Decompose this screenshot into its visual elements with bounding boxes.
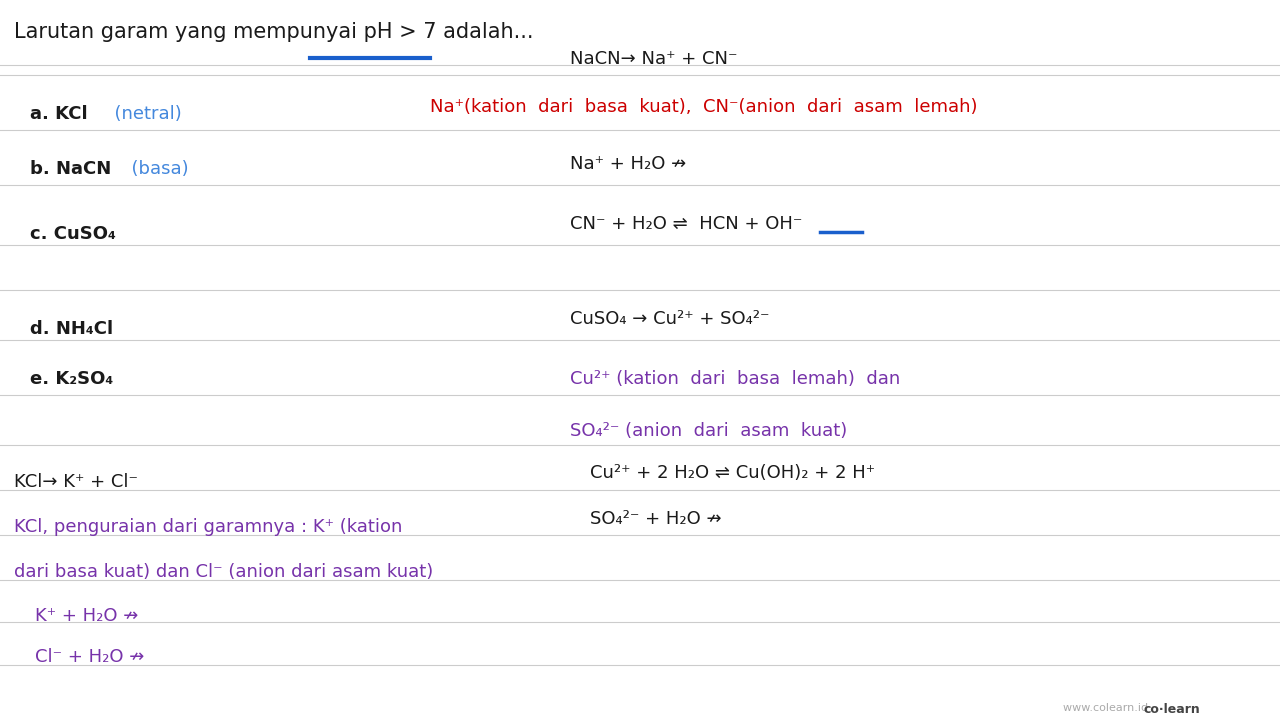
Text: Cu²⁺ (kation  dari  basa  lemah)  dan: Cu²⁺ (kation dari basa lemah) dan xyxy=(570,370,900,388)
Text: e. K₂SO₄: e. K₂SO₄ xyxy=(29,370,113,388)
Text: Larutan garam yang mempunyai pH > 7 adalah...: Larutan garam yang mempunyai pH > 7 adal… xyxy=(14,22,534,42)
Text: d. NH₄Cl: d. NH₄Cl xyxy=(29,320,113,338)
Text: www.colearn.id: www.colearn.id xyxy=(1062,703,1155,713)
Text: b. NaCN: b. NaCN xyxy=(29,160,111,178)
Text: Cu²⁺ + 2 H₂O ⇌ Cu(OH)₂ + 2 H⁺: Cu²⁺ + 2 H₂O ⇌ Cu(OH)₂ + 2 H⁺ xyxy=(590,464,876,482)
Text: Na⁺ + H₂O ↛: Na⁺ + H₂O ↛ xyxy=(570,155,686,173)
Text: KCl, penguraian dari garamnya : K⁺ (kation: KCl, penguraian dari garamnya : K⁺ (kati… xyxy=(14,518,402,536)
Text: (basa): (basa) xyxy=(120,160,188,178)
Text: c. CuSO₄: c. CuSO₄ xyxy=(29,225,116,243)
Text: KCl→ K⁺ + Cl⁻: KCl→ K⁺ + Cl⁻ xyxy=(14,473,138,491)
Text: SO₄²⁻ + H₂O ↛: SO₄²⁻ + H₂O ↛ xyxy=(590,510,722,528)
Text: co·learn: co·learn xyxy=(1143,703,1201,716)
Text: a. KCl: a. KCl xyxy=(29,105,87,123)
Text: Cl⁻ + H₂O ↛: Cl⁻ + H₂O ↛ xyxy=(35,648,145,666)
Text: Na⁺(kation  dari  basa  kuat),  CN⁻(anion  dari  asam  lemah): Na⁺(kation dari basa kuat), CN⁻(anion da… xyxy=(430,98,978,116)
Text: (netral): (netral) xyxy=(102,105,182,123)
Text: K⁺ + H₂O ↛: K⁺ + H₂O ↛ xyxy=(35,607,138,625)
Text: NaCN→ Na⁺ + CN⁻: NaCN→ Na⁺ + CN⁻ xyxy=(570,50,737,68)
Text: dari basa kuat) dan Cl⁻ (anion dari asam kuat): dari basa kuat) dan Cl⁻ (anion dari asam… xyxy=(14,563,433,581)
Text: CuSO₄ → Cu²⁺ + SO₄²⁻: CuSO₄ → Cu²⁺ + SO₄²⁻ xyxy=(570,310,769,328)
Text: CN⁻ + H₂O ⇌  HCN + OH⁻: CN⁻ + H₂O ⇌ HCN + OH⁻ xyxy=(570,215,803,233)
Text: SO₄²⁻ (anion  dari  asam  kuat): SO₄²⁻ (anion dari asam kuat) xyxy=(570,422,847,440)
